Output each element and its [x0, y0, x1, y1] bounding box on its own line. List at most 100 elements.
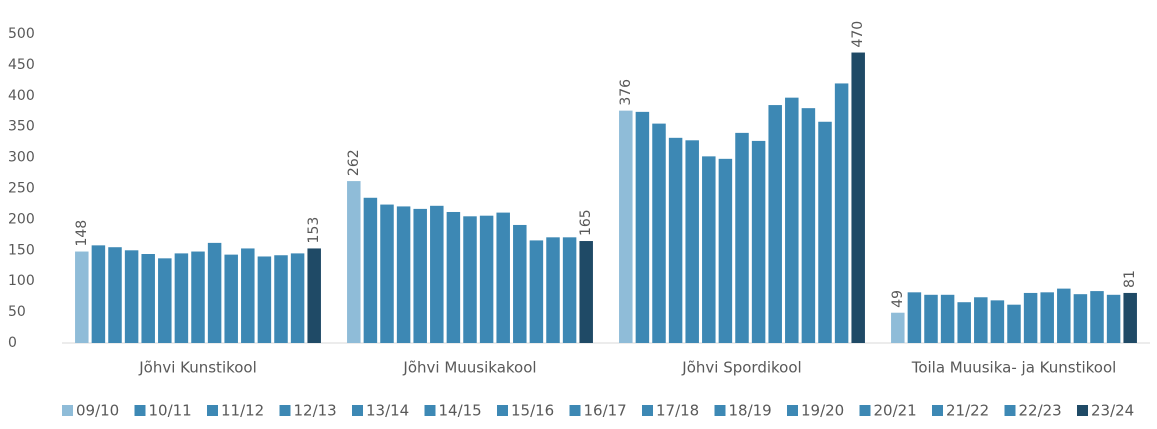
x-tick-label: Jõhvi Kunstikool	[138, 359, 257, 377]
bar	[834, 83, 849, 343]
data-label: 165	[578, 209, 594, 236]
bar	[768, 105, 782, 343]
bar	[619, 110, 633, 343]
legend-swatch	[859, 405, 871, 416]
bar	[1023, 292, 1038, 343]
legend-swatch	[1004, 405, 1016, 416]
data-label: 81	[1122, 270, 1138, 288]
bar	[207, 242, 222, 343]
legend-swatch	[1077, 405, 1088, 416]
bar	[851, 52, 865, 343]
bar	[224, 254, 238, 343]
bar	[257, 256, 272, 343]
bar	[191, 251, 205, 343]
bar	[479, 215, 494, 343]
legend-swatch	[932, 405, 943, 416]
data-label: 153	[306, 217, 322, 244]
bar	[307, 248, 321, 343]
bar	[1057, 288, 1071, 343]
bar	[290, 253, 305, 343]
x-tick-label: Jõhvi Spordikool	[681, 359, 801, 377]
legend-label: 23/24	[1091, 402, 1134, 420]
bar	[174, 253, 189, 343]
legend-swatch	[279, 405, 291, 416]
data-label: 262	[346, 149, 362, 176]
bar	[529, 240, 544, 343]
bar	[158, 258, 172, 343]
y-tick-label: 0	[8, 335, 17, 351]
data-label: 376	[618, 79, 634, 106]
bar	[635, 111, 650, 343]
bar	[1090, 291, 1104, 343]
legend-label: 09/10	[76, 402, 119, 420]
legend-label: 22/23	[1019, 402, 1062, 420]
bar	[75, 251, 89, 343]
bar	[430, 205, 444, 343]
y-tick-label: 500	[8, 26, 35, 42]
legend-label: 11/12	[221, 402, 264, 420]
bar	[380, 204, 394, 343]
y-tick-label: 150	[8, 242, 35, 258]
bar	[91, 245, 106, 343]
bar	[1123, 292, 1137, 343]
bar	[1040, 292, 1054, 343]
legend-swatch	[62, 405, 73, 416]
bar	[907, 292, 922, 343]
data-label: 49	[890, 290, 906, 308]
legend-swatch	[642, 405, 653, 416]
bar	[974, 297, 988, 343]
legend-swatch	[424, 405, 436, 416]
legend-label: 19/20	[801, 402, 844, 420]
bar	[1073, 294, 1088, 343]
bar	[702, 156, 716, 343]
bar	[396, 206, 411, 343]
bar	[718, 158, 733, 343]
legend-label: 14/15	[439, 402, 482, 420]
bar	[668, 137, 683, 343]
bar	[818, 121, 832, 343]
legend-label: 12/13	[294, 402, 337, 420]
bar	[108, 247, 122, 343]
legend-swatch	[497, 405, 508, 416]
bar	[141, 254, 155, 343]
x-tick-label: Toila Muusika- ja Kunstikool	[911, 359, 1117, 377]
bar	[274, 255, 288, 343]
legend-label: 20/21	[874, 402, 917, 420]
bar	[513, 224, 527, 343]
legend-label: 16/17	[584, 402, 627, 420]
x-tick-label: Jõhvi Muusikakool	[402, 359, 536, 377]
bar	[785, 97, 799, 344]
data-label: 470	[850, 21, 866, 48]
y-tick-label: 350	[8, 119, 35, 135]
y-tick-label: 300	[8, 150, 35, 166]
y-tick-label: 250	[8, 181, 35, 197]
bar	[463, 216, 477, 343]
bar	[735, 132, 749, 343]
bar	[685, 140, 699, 343]
bar	[652, 123, 666, 343]
y-tick-label: 100	[8, 273, 35, 289]
bar	[924, 294, 938, 343]
bar	[891, 312, 905, 343]
legend-label: 13/14	[366, 402, 409, 420]
bar	[496, 212, 510, 343]
bar	[363, 197, 378, 343]
bar	[940, 294, 955, 343]
legend-label: 18/19	[729, 402, 772, 420]
bar	[1007, 304, 1021, 343]
bar	[562, 237, 577, 343]
legend-label: 21/22	[946, 402, 989, 420]
bar	[546, 237, 560, 343]
bar	[801, 108, 816, 343]
legend-swatch	[207, 405, 218, 416]
legend-swatch	[787, 405, 798, 416]
legend-swatch	[134, 405, 146, 416]
y-tick-label: 50	[8, 304, 26, 320]
bar	[579, 241, 593, 343]
y-tick-label: 450	[8, 57, 35, 73]
bar	[124, 250, 139, 343]
bar	[1106, 294, 1121, 343]
y-tick-label: 200	[8, 211, 35, 227]
bar	[241, 248, 255, 343]
